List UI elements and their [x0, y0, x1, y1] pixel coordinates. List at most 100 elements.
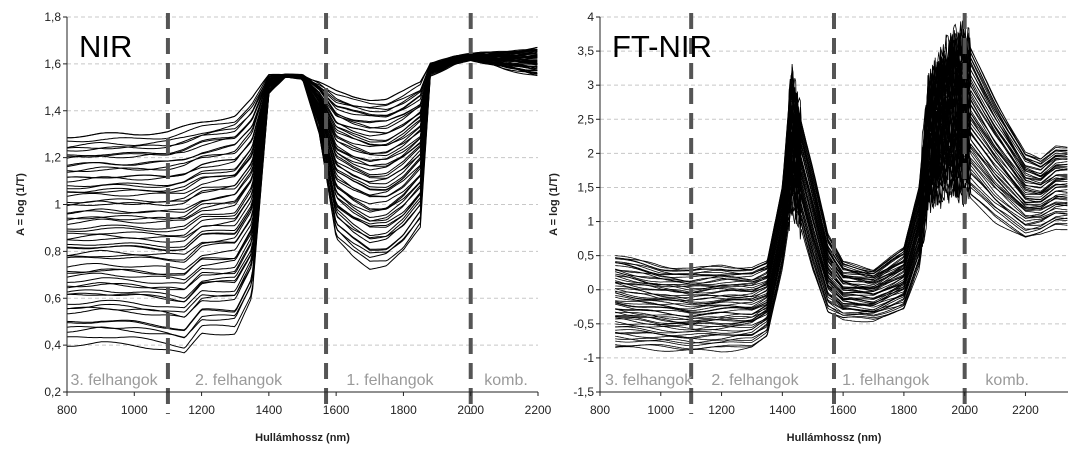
spectrum-line — [66, 59, 538, 303]
x-tick-label: 1800 — [390, 403, 417, 417]
chart-panel-left: 0,2 0,4 0,6 0,8 1 1,2 1,4 1,6 1,8 800 1000 1200 1400… — [15, 10, 552, 444]
chart-title: NIR — [79, 29, 132, 64]
y-tick-label: 1,2 — [44, 151, 61, 165]
spectrum-line — [615, 57, 1068, 286]
x-tick-label: 1600 — [830, 403, 857, 417]
spectrum-line — [66, 57, 538, 252]
spectrum-line — [615, 37, 1068, 276]
spectrum-line — [66, 52, 538, 183]
y-tick-label: 1,5 — [577, 180, 594, 194]
region-label: 3. felhangok — [71, 372, 159, 389]
y-tick-label: 1,8 — [44, 10, 61, 24]
spectrum-line — [66, 57, 538, 243]
y-tick-label: -1,5 — [573, 385, 594, 399]
spectrum-line — [66, 56, 538, 318]
y-tick-label: 3,5 — [577, 44, 594, 58]
region-label: komb. — [985, 372, 1029, 389]
x-tick-label: 800 — [57, 403, 77, 417]
spectrum-line — [615, 39, 1068, 278]
spectrum-line — [66, 57, 538, 251]
spectrum-line — [66, 59, 538, 339]
x-tick-label: 1000 — [647, 403, 674, 417]
spectrum-line — [615, 50, 1068, 284]
spectrum-line — [615, 29, 1068, 272]
spectrum-line — [615, 59, 1068, 289]
region-label: 2. felhangok — [711, 372, 799, 389]
spectrum-line — [66, 58, 538, 318]
spectrum-line — [615, 68, 1068, 294]
spectrum-line — [66, 52, 538, 179]
spectrum-line — [67, 51, 538, 157]
spectrum-line — [615, 139, 1068, 333]
x-tick-label: 1400 — [256, 403, 283, 417]
spectrum-line — [615, 143, 1068, 336]
spectrum-line — [615, 51, 1068, 285]
spectrum-line — [66, 49, 538, 152]
y-tick-label: 2 — [587, 146, 594, 160]
y-tick-label: 4 — [587, 10, 594, 24]
y-tick-label: 1,4 — [44, 104, 61, 118]
spectrum-line — [67, 46, 538, 139]
x-tick-label: 1800 — [891, 403, 918, 417]
y-axis-label: A = log (1/T) — [15, 173, 27, 236]
spectrum-line — [67, 57, 538, 237]
region-label: 1. felhangok — [346, 372, 434, 389]
spectrum-line — [66, 49, 538, 168]
chart-title: FT-NIR — [612, 29, 712, 64]
y-tick-label: 0,5 — [577, 249, 594, 263]
y-tick-label: 0,8 — [44, 244, 61, 258]
y-tick-label: 2,5 — [577, 112, 594, 126]
y-tick-label: 3 — [587, 78, 594, 92]
spectrum-line — [66, 56, 538, 338]
y-tick-label: 0,2 — [44, 385, 61, 399]
spectrum-line — [615, 92, 1068, 307]
x-axis-label: Hullámhossz (nm) — [255, 432, 350, 444]
spectra-series — [66, 46, 538, 354]
spectrum-line — [66, 49, 538, 150]
x-tick-label: 1200 — [188, 403, 215, 417]
x-axis-label: Hullámhossz (nm) — [787, 432, 882, 444]
y-axis-label: A = log (1/T) — [548, 173, 560, 236]
y-tick-label: 1 — [54, 198, 61, 212]
x-tick-label: 2000 — [951, 403, 978, 417]
spectrum-line — [66, 51, 538, 158]
spectrum-line — [66, 57, 538, 299]
x-tick-label: 1000 — [121, 403, 148, 417]
region-label: 3. felhangok — [605, 372, 693, 389]
spectrum-line — [615, 113, 1068, 319]
spectrum-line — [615, 38, 1068, 275]
spectrum-line — [66, 55, 538, 257]
y-tick-label: -0,5 — [573, 317, 594, 331]
spectrum-line — [66, 56, 538, 275]
chart-panel-right: -1,5 -1 -0,5 0 0,5 1 1,5 2 2,5 3 3,5 4 800 1000 1200 14… — [548, 10, 1068, 444]
x-tick-label: 800 — [590, 403, 610, 417]
x-tick-label: 1600 — [323, 403, 350, 417]
x-tick-label: 1400 — [769, 403, 796, 417]
spectrum-line — [615, 98, 1068, 311]
spectrum-line — [66, 57, 538, 354]
x-tick-label: 1200 — [708, 403, 735, 417]
y-tick-label: 1,6 — [44, 57, 61, 71]
spectrum-line — [66, 46, 538, 148]
x-tick-label: 2200 — [1012, 403, 1039, 417]
region-label: 1. felhangok — [842, 372, 930, 389]
x-tick-label: 2000 — [457, 403, 484, 417]
spectrum-line — [615, 102, 1068, 313]
spectrum-line — [66, 52, 538, 179]
y-tick-label: 0 — [587, 283, 594, 297]
spectrum-line — [66, 49, 538, 159]
spectrum-line — [615, 54, 1068, 287]
y-tick-label: -1 — [583, 351, 594, 365]
y-tick-label: 1 — [587, 215, 594, 229]
spectrum-line — [66, 56, 538, 233]
x-tick-label: 2200 — [525, 403, 552, 417]
spectrum-line — [66, 54, 538, 240]
spectrum-line — [67, 57, 538, 313]
spectra-series — [615, 20, 1068, 353]
region-label: 2. felhangok — [195, 372, 283, 389]
y-tick-label: 0,6 — [44, 291, 61, 305]
spectrum-line — [66, 56, 538, 270]
region-label: komb. — [484, 372, 528, 389]
